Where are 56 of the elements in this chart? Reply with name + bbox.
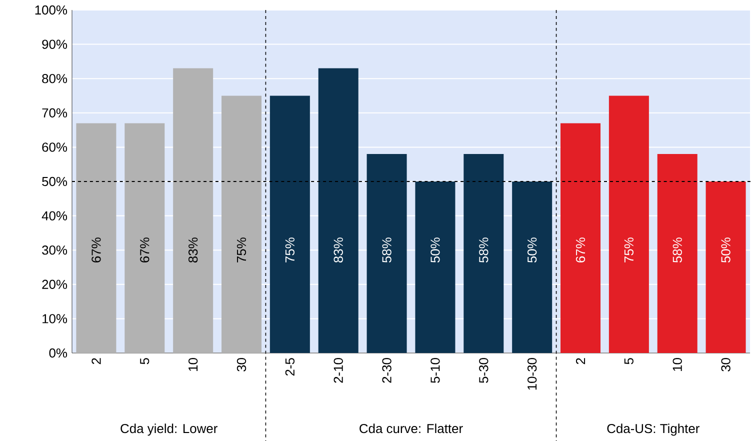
x-tick-label: 30 [236,358,246,372]
bar [415,182,456,353]
bar [657,154,698,353]
bar [318,68,358,353]
text: Cda-US: Tighter [607,424,700,436]
text: Cda curve: Flatter [360,424,463,434]
data-label: 58% [382,238,392,263]
data-label: 50% [430,238,440,263]
bar [76,123,116,353]
bar [512,182,552,353]
bar [270,96,310,353]
x-tick-label: 2-5 [285,358,295,376]
data-label: 67% [576,238,586,262]
y-tick-label: 70% [42,108,68,118]
data-label: 75% [236,238,246,262]
y-tick-label: 50% [42,176,68,186]
y-tick-label: 20% [42,280,68,289]
y-tick-label: 0% [49,348,68,358]
bar [173,68,214,353]
x-tick-label: 5-30 [479,358,488,383]
bar [706,182,746,353]
data-label: 75% [285,238,294,262]
x-tick-label: 10-30 [527,358,537,390]
x-tick-label: 2-10 [334,358,343,383]
x-tick-label: 10 [188,358,198,371]
bar [124,123,165,353]
x-tick-label: 10 [672,358,682,371]
data-label: 67% [140,238,150,262]
bar [366,154,407,353]
data-label: 83% [188,238,198,262]
data-label: 67% [92,238,101,262]
y-tick-label: 40% [42,211,68,220]
x-tick-label: 2 [576,358,586,364]
bar [560,123,601,353]
text: Cda yield: Lower [120,424,218,436]
data-label: 58% [672,238,682,263]
y-tick-label: 30% [42,246,68,255]
x-tick-label: 30 [721,358,730,372]
data-label: 75% [624,238,634,262]
y-tick-label: 90% [42,40,68,49]
data-label: 58% [479,238,488,263]
x-tick-label: 5 [624,358,634,364]
x-tick-label: 2-30 [382,358,392,383]
x-tick-label: 5-10 [430,358,440,383]
y-tick-label: 100% [35,5,68,15]
bar [464,154,504,353]
y-tick-label: 60% [42,142,68,152]
bar [608,96,649,353]
x-tick-label: 2 [92,358,101,364]
bar [222,96,262,353]
y-tick-label: 80% [42,74,68,84]
x-tick-label: 5 [140,358,150,364]
data-label: 83% [334,238,343,262]
data-label: 50% [527,238,537,263]
data-label: 50% [721,238,730,263]
y-tick-label: 10% [42,314,68,324]
